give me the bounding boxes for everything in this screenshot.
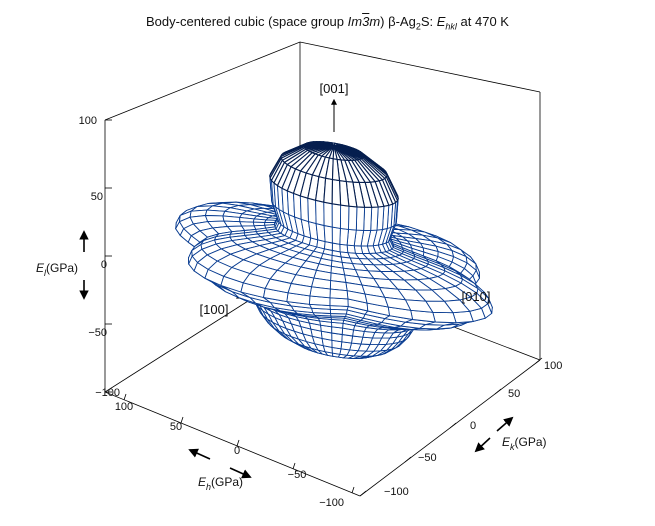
h-tick-minus50: −50 bbox=[288, 469, 307, 481]
surface-mesh-cell bbox=[339, 204, 350, 230]
surface-mesh-cell bbox=[339, 227, 349, 246]
surface-mesh-cell bbox=[299, 195, 309, 223]
direction-label-010: [010] bbox=[462, 289, 491, 304]
surface-mesh-cell bbox=[355, 206, 366, 231]
h-tick-0: 0 bbox=[234, 445, 240, 457]
svg-text:El(GPa): El(GPa) bbox=[36, 261, 78, 278]
k-tick-0: 0 bbox=[470, 420, 476, 432]
h-tick-100: 100 bbox=[115, 401, 133, 413]
v-tick-minus100: −100 bbox=[95, 387, 120, 399]
surface-mesh-cell bbox=[323, 201, 333, 228]
surface-mesh-cell bbox=[323, 177, 334, 205]
svg-text:Ek(GPa): Ek(GPa) bbox=[502, 435, 547, 452]
v-tick-50: 50 bbox=[91, 191, 103, 203]
k-tick-minus100: −100 bbox=[384, 486, 409, 498]
surface-mesh-cell bbox=[323, 225, 333, 244]
box-front-left bbox=[104, 391, 361, 497]
youngs-modulus-surface bbox=[175, 141, 493, 359]
surface-mesh-cell bbox=[223, 220, 243, 227]
surface-mesh-cell bbox=[204, 215, 225, 223]
surface-mesh-cell bbox=[315, 199, 325, 226]
surface-mesh-cell bbox=[339, 243, 349, 254]
surface-mesh-cell bbox=[346, 244, 356, 254]
surface-mesh-cell bbox=[309, 286, 331, 299]
surface-mesh-cell bbox=[204, 209, 226, 217]
svg-text:Eh(GPa): Eh(GPa) bbox=[198, 475, 243, 492]
v-tick-minus50: −50 bbox=[88, 327, 107, 339]
k-axis-label: Ek(GPa) bbox=[474, 416, 547, 453]
h-tick-50: 50 bbox=[170, 421, 182, 433]
surface-mesh-cell bbox=[329, 288, 349, 300]
k-axis-ticks: 100 50 0 −50 −100 bbox=[384, 360, 562, 498]
surface-mesh-cell bbox=[432, 311, 457, 324]
tick-marks bbox=[105, 119, 543, 497]
direction-label-001: [001] bbox=[320, 81, 349, 96]
surface-mesh-cell bbox=[331, 203, 342, 229]
surface-mesh-cell bbox=[264, 278, 292, 294]
surface-mesh-cell bbox=[384, 296, 412, 311]
surface-mesh-cell bbox=[348, 205, 358, 231]
surface-mesh-cell bbox=[307, 197, 317, 225]
h-axis-ticks: 100 50 0 −50 −100 bbox=[115, 401, 344, 509]
surface-mesh-cell bbox=[331, 178, 342, 206]
v-tick-100: 100 bbox=[79, 115, 97, 127]
chart-title: Body-centered cubic (space group Im3m) β… bbox=[146, 14, 509, 32]
v-tick-0: 0 bbox=[101, 259, 107, 271]
k-tick-50: 50 bbox=[508, 388, 520, 400]
k-tick-minus50: −50 bbox=[418, 452, 437, 464]
surface-mesh-cell bbox=[331, 158, 341, 182]
vertical-axis-label: El(GPa) bbox=[36, 230, 89, 300]
direction-label-100: [100] bbox=[200, 302, 229, 317]
vertical-axis-ticks: 100 50 0 −50 −100 bbox=[79, 115, 120, 399]
h-tick-minus100: −100 bbox=[319, 497, 344, 509]
h-axis-label: Eh(GPa) bbox=[188, 448, 252, 492]
surface-mesh-cell bbox=[331, 226, 341, 245]
k-tick-100: 100 bbox=[544, 360, 562, 372]
